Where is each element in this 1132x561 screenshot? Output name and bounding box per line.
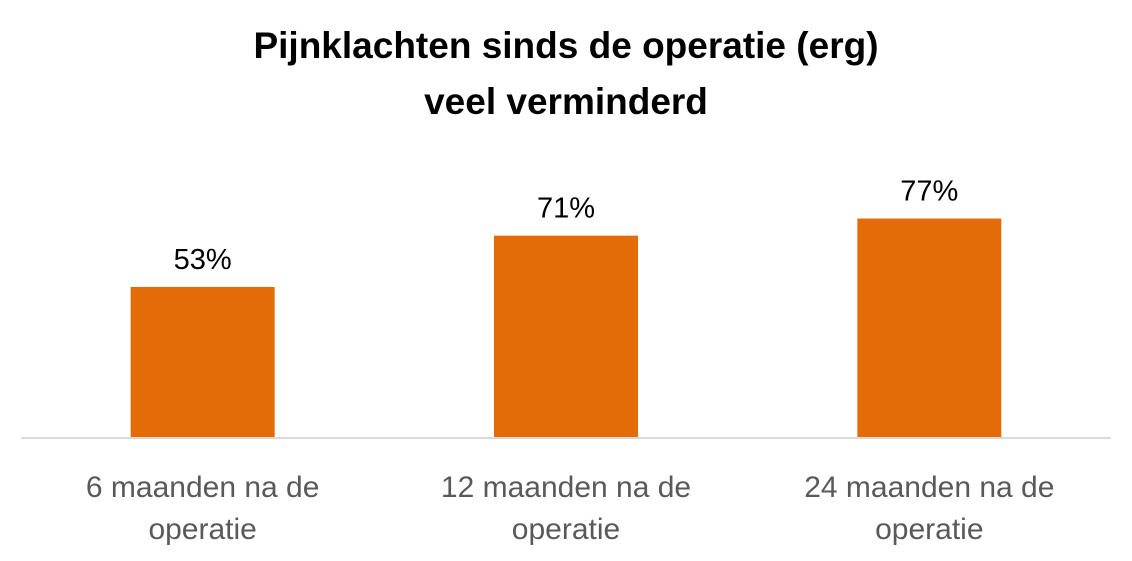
bar (494, 235, 638, 438)
x-tick-label: 24 maanden na de operatie (804, 471, 1055, 546)
data-label: 71% (537, 193, 595, 225)
data-label: 77% (900, 176, 958, 208)
x-tick-label: 12 maanden na de operatie (440, 471, 692, 546)
bar (130, 286, 275, 438)
data-label: 53% (174, 244, 232, 276)
bar (857, 218, 1002, 438)
chart-title: Pijnklachten sinds de operatie (erg) vee… (253, 25, 879, 122)
x-tick-label: 6 maanden na de operatie (85, 471, 320, 546)
